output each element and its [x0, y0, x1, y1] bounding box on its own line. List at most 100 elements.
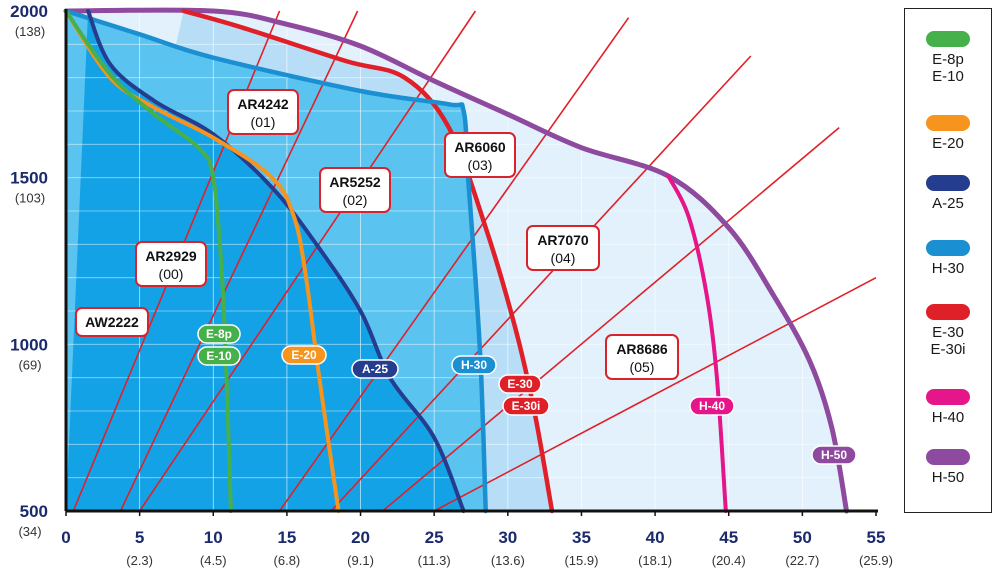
series-h-40 — [666, 174, 728, 513]
legend-swatch — [926, 304, 970, 320]
series-a-25 — [86, 9, 466, 513]
y-tick-sublabel: (34) — [18, 524, 41, 539]
curve-tag-text: H-40 — [699, 399, 725, 413]
ratio-line-ar6060-03- — [330, 55, 752, 512]
x-tick-sublabel: (2.3) — [126, 553, 153, 568]
x-tick-label: 50 — [793, 528, 812, 547]
region-a-25 — [66, 11, 464, 511]
curve-tag-text: E-30 — [507, 377, 533, 391]
legend-label: E-30 — [932, 324, 964, 341]
curve-tag-pill — [351, 359, 399, 379]
ratio-label-code: (04) — [551, 250, 576, 266]
x-tick-sublabel: (22.7) — [785, 553, 819, 568]
ratio-label-code: (03) — [468, 157, 493, 173]
x-tick-sublabel: (9.1) — [347, 553, 374, 568]
legend-label: E-20 — [932, 135, 964, 152]
series-e-8p-e-10 — [64, 9, 233, 513]
legend-item: E-30 E-30i — [905, 304, 991, 358]
ratio-label-ar8686: AR8686 (05) — [605, 334, 679, 380]
x-tick-label: 45 — [719, 528, 738, 547]
curve-tag-a-25: A-25 — [351, 359, 399, 379]
ratio-label-title: AR6060 — [454, 139, 506, 155]
curve-tag-pill — [197, 346, 241, 366]
curve-tag-text: E-30i — [512, 399, 541, 413]
ratio-label-ar4242: AR4242 (01) — [227, 89, 299, 135]
x-tick-label: 0 — [61, 528, 70, 547]
ratio-label-aw2222: AW2222 — [75, 307, 149, 337]
legend-swatch — [926, 31, 970, 47]
legend-item: E-20 — [905, 115, 991, 152]
x-tick-sublabel: (6.8) — [274, 553, 301, 568]
ratio-label-title: AR8686 — [616, 341, 668, 357]
y-tick-label: 1000 — [10, 335, 48, 354]
ratio-label-ar7070: AR7070 (04) — [526, 225, 600, 271]
curve-tag-pill — [197, 324, 241, 344]
y-tick-sublabel: (69) — [18, 357, 41, 372]
curve-tag-pill — [451, 355, 497, 375]
ratio-line-ar4242-01- — [138, 10, 477, 512]
legend-label: H-30 — [931, 260, 965, 277]
x-tick-label: 35 — [572, 528, 591, 547]
x-tick-label: 30 — [498, 528, 517, 547]
series-h-50 — [63, 7, 849, 514]
legend-label: E-10 — [932, 68, 964, 85]
curve-tag-pill — [498, 374, 542, 394]
curve-tag-text: E-20 — [291, 348, 317, 362]
y-tick-sublabel: (103) — [15, 191, 45, 206]
ratio-label-title: AW2222 — [85, 314, 139, 330]
ratio-label-box — [135, 241, 207, 287]
legend-label: E-8p — [932, 51, 964, 68]
ratio-label-box — [319, 167, 391, 213]
ratio-label-box — [444, 132, 516, 178]
ratio-label-ar6060: AR6060 (03) — [444, 132, 516, 178]
legend-swatch — [926, 240, 970, 256]
ratio-label-title: AR4242 — [237, 96, 289, 112]
curve-tag-h-30: H-30 — [451, 355, 497, 375]
ratio-line-ar2929-00- — [119, 10, 359, 512]
y-tick-label: 2000 — [10, 2, 48, 21]
x-tick-label: 40 — [646, 528, 665, 547]
legend-item: E-8p E-10 — [905, 31, 991, 85]
curve-tag-e-8p: E-8p — [197, 324, 241, 344]
x-tick-sublabel: (20.4) — [712, 553, 746, 568]
curve-tag-e-30i: E-30i — [502, 396, 550, 416]
x-tick-label: 25 — [425, 528, 444, 547]
curve-tag-pill — [689, 396, 735, 416]
legend-swatch — [926, 175, 970, 191]
legend-item: H-50 — [905, 449, 991, 486]
curve-tag-e-20: E-20 — [281, 345, 327, 365]
ratio-label-title: AR2929 — [145, 248, 197, 264]
x-tick-sublabel: (18.1) — [638, 553, 672, 568]
y-tick-sublabel: (138) — [15, 24, 45, 39]
legend-item: H-30 — [905, 240, 991, 277]
curve-tag-pill — [811, 445, 857, 465]
x-tick-label: 10 — [204, 528, 223, 547]
ratio-line-ar5252-02- — [278, 17, 630, 512]
ratio-line-ar7070-04- — [382, 127, 840, 512]
legend-label: E-30i — [930, 341, 966, 358]
curve-tag-text: H-50 — [821, 448, 847, 462]
ratio-label-ar5252: AR5252 (02) — [319, 167, 391, 213]
curve-tag-text: E-8p — [206, 327, 232, 341]
curve-tag-h-40: H-40 — [689, 396, 735, 416]
x-tick-sublabel: (15.9) — [564, 553, 598, 568]
series-h-30 — [63, 8, 488, 514]
ratio-label-code: (02) — [343, 192, 368, 208]
ratio-line-ar8686-05- — [433, 276, 877, 512]
legend-item: H-40 — [905, 389, 991, 426]
y-tick-label: 500 — [20, 502, 48, 521]
curve-tag-pill — [281, 345, 327, 365]
ratio-label-box — [75, 307, 149, 337]
ratio-label-title: AR5252 — [329, 174, 381, 190]
x-tick-sublabel: (11.3) — [418, 553, 451, 568]
legend-swatch — [926, 115, 970, 131]
legend-swatch — [926, 389, 970, 405]
curve-tag-e-30: E-30 — [498, 374, 542, 394]
legend: E-8p E-10 E-20 A-25 H-30 E-30 E-30i H-40 H-50 — [904, 8, 992, 513]
ratio-label-title: AR7070 — [537, 232, 589, 248]
ratio-label-box — [605, 334, 679, 380]
y-tick-label: 1500 — [10, 169, 48, 188]
ratio-label-code: (01) — [251, 114, 276, 130]
ratio-label-code: (00) — [159, 266, 184, 282]
x-tick-sublabel: (25.9) — [859, 553, 893, 568]
